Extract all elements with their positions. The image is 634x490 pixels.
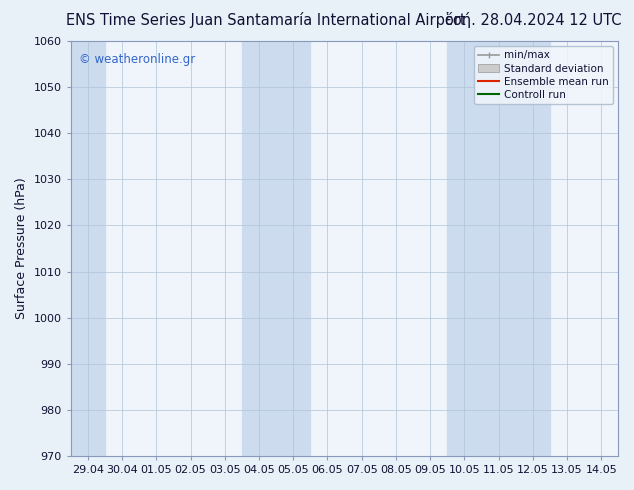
Legend: min/max, Standard deviation, Ensemble mean run, Controll run: min/max, Standard deviation, Ensemble me…: [474, 46, 613, 104]
Bar: [242, 41, 276, 456]
Text: ENS Time Series Juan Santamaría International Airport: ENS Time Series Juan Santamaría Internat…: [67, 12, 466, 28]
Y-axis label: Surface Pressure (hPa): Surface Pressure (hPa): [15, 178, 28, 319]
Bar: [516, 41, 550, 456]
Bar: [71, 41, 105, 456]
Bar: [276, 41, 311, 456]
Bar: [482, 41, 516, 456]
Bar: [448, 41, 482, 456]
Text: ἕοή. 28.04.2024 12 UTC: ἕοή. 28.04.2024 12 UTC: [445, 12, 621, 28]
Text: © weatheronline.gr: © weatheronline.gr: [79, 53, 195, 67]
